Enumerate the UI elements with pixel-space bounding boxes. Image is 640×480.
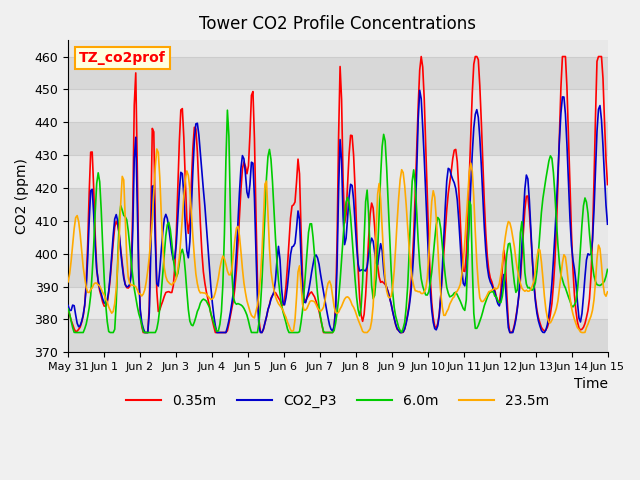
6.0m (604, 266, 611, 272)
0.35m (64, 305, 72, 311)
0.35m (131, 102, 138, 108)
6.0m (303, 247, 311, 253)
23.5m (227, 272, 234, 278)
6.0m (64, 306, 72, 312)
23.5m (131, 283, 138, 288)
Bar (68, 319, 607, 352)
6.0m (72, 330, 79, 336)
Line: 23.5m: 23.5m (68, 149, 607, 333)
Bar (68, 57, 607, 89)
CO2_P3 (227, 310, 234, 315)
Text: TZ_co2prof: TZ_co2prof (79, 51, 166, 65)
Bar (68, 188, 607, 221)
CO2_P3 (577, 319, 584, 325)
CO2_P3 (131, 156, 138, 161)
6.0m (228, 270, 236, 276)
6.0m (132, 295, 140, 300)
0.35m (604, 182, 611, 188)
CO2_P3 (244, 195, 252, 201)
0.35m (577, 327, 584, 333)
Y-axis label: CO2 (ppm): CO2 (ppm) (15, 158, 29, 234)
23.5m (577, 329, 584, 335)
CO2_P3 (64, 303, 72, 309)
6.0m (255, 320, 263, 326)
0.35m (227, 313, 234, 319)
23.5m (301, 307, 309, 313)
23.5m (253, 302, 261, 308)
Legend: 0.35m, CO2_P3, 6.0m, 23.5m: 0.35m, CO2_P3, 6.0m, 23.5m (121, 389, 555, 414)
X-axis label: Time: Time (573, 377, 607, 391)
CO2_P3 (604, 221, 611, 227)
Line: 0.35m: 0.35m (68, 57, 607, 333)
6.0m (223, 108, 231, 113)
23.5m (244, 303, 252, 309)
23.5m (362, 330, 369, 336)
Bar (68, 122, 607, 155)
0.35m (417, 54, 425, 60)
Title: Tower CO2 Profile Concentrations: Tower CO2 Profile Concentrations (199, 15, 476, 33)
Line: CO2_P3: CO2_P3 (68, 90, 607, 333)
0.35m (140, 330, 147, 336)
0.35m (301, 299, 309, 305)
6.0m (577, 245, 584, 251)
Bar (68, 253, 607, 287)
23.5m (604, 289, 611, 295)
23.5m (64, 279, 72, 285)
CO2_P3 (141, 330, 148, 336)
23.5m (153, 146, 161, 152)
6.0m (246, 324, 254, 330)
0.35m (253, 279, 261, 285)
CO2_P3 (301, 300, 309, 306)
0.35m (244, 163, 252, 169)
CO2_P3 (416, 87, 424, 93)
CO2_P3 (253, 297, 261, 302)
Line: 6.0m: 6.0m (68, 110, 607, 333)
